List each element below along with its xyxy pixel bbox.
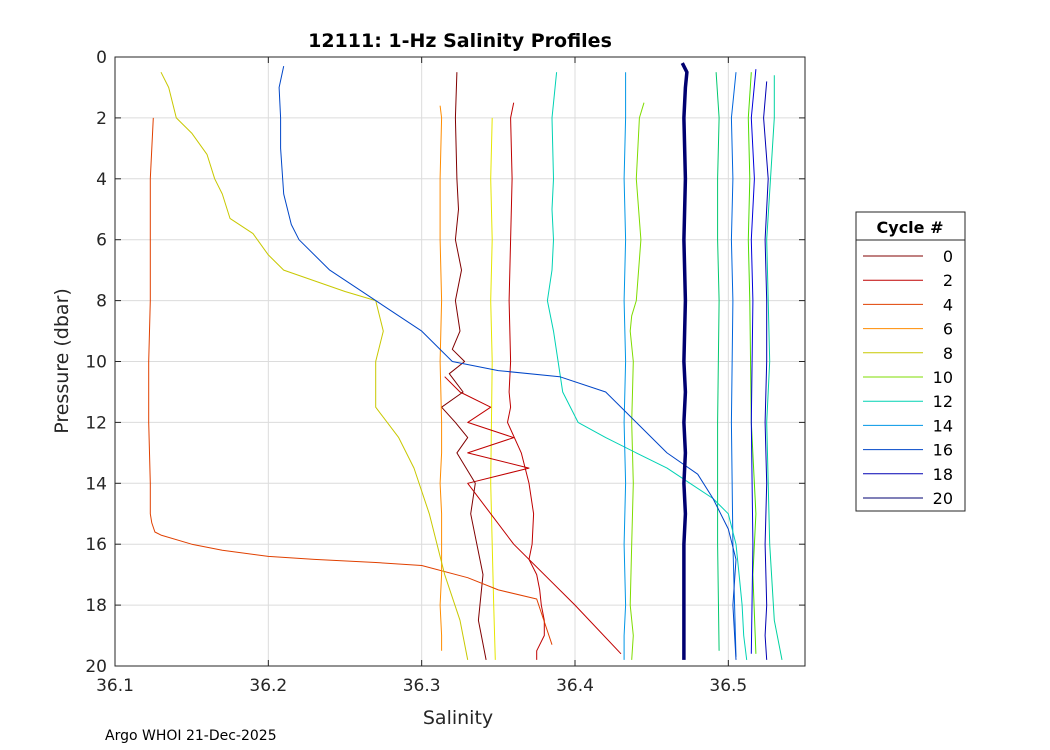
x-tick-label: 36.5 <box>709 676 747 696</box>
ticks: 36.1 36.2 36.3 36.4 36.5 0 2 4 6 8 10 12 14 16 18 20 <box>85 48 805 696</box>
series-line-cycle-8 <box>160 71 469 660</box>
series-line-cycle-10 <box>629 102 645 660</box>
footer-text: Argo WHOI 21-Dec-2025 <box>105 728 277 744</box>
series-line-cycle-20 <box>680 62 689 660</box>
legend-label-cycle-2: 2 <box>943 271 953 290</box>
legend-box <box>855 211 966 512</box>
y-tick-label: 4 <box>96 170 107 190</box>
y-tick-label: 0 <box>96 48 107 68</box>
series-line-cycle-12 <box>546 72 748 660</box>
profile-trace <box>750 69 757 654</box>
legend-label-cycle-18: 18 <box>933 465 953 484</box>
x-tick-label: 36.2 <box>249 676 287 696</box>
series-line-cycle-2 <box>507 102 545 660</box>
y-tick-label: 10 <box>85 353 107 373</box>
legend-label-cycle-0: 0 <box>943 247 953 266</box>
y-tick-label: 18 <box>85 596 107 616</box>
y-tick-label: 14 <box>85 474 107 494</box>
y-tick-label: 2 <box>96 109 107 129</box>
legend-label-cycle-6: 6 <box>943 320 953 339</box>
legend-label-cycle-4: 4 <box>943 295 953 314</box>
series-line-cycle-14 <box>623 72 627 660</box>
series-line-cycle-16 <box>278 65 737 660</box>
profile-trace <box>444 376 622 655</box>
legend-items: 0 2 4 6 8 10 12 14 16 18 20 <box>863 247 953 508</box>
series-line-cycle-0 <box>441 72 487 660</box>
legend-title: Cycle # <box>877 218 944 237</box>
y-tick-label: 8 <box>96 292 107 312</box>
legend-label-cycle-12: 12 <box>933 392 953 411</box>
y-tick-label: 16 <box>85 535 107 555</box>
series-line-cycle-6 <box>439 105 443 651</box>
profile-trace <box>490 117 496 660</box>
series-line-cycle-4 <box>148 117 553 645</box>
profile-trace <box>747 72 757 654</box>
profile-trace <box>715 72 720 651</box>
y-tick-label: 12 <box>85 413 107 433</box>
legend-label-cycle-16: 16 <box>933 441 953 460</box>
profile-trace <box>730 72 737 657</box>
x-tick-label: 36.3 <box>403 676 441 696</box>
x-tick-label: 36.4 <box>556 676 594 696</box>
x-axis-label: Salinity <box>423 707 493 729</box>
legend-label-cycle-8: 8 <box>943 344 953 363</box>
y-axis-label: Pressure (dbar) <box>51 288 73 434</box>
x-tick-label: 36.1 <box>96 676 134 696</box>
y-tick-label: 20 <box>85 657 107 677</box>
chart-title: 12111: 1-Hz Salinity Profiles <box>308 30 612 52</box>
legend: Cycle # 0 2 4 6 8 10 12 14 16 18 20 <box>855 211 966 512</box>
grid <box>114 56 805 667</box>
profile-trace <box>766 75 783 660</box>
legend-label-cycle-10: 10 <box>933 368 953 387</box>
series-group <box>148 62 783 660</box>
legend-label-cycle-20: 20 <box>933 489 953 508</box>
y-tick-label: 6 <box>96 231 107 251</box>
legend-label-cycle-14: 14 <box>933 416 953 435</box>
series-line-cycle-18 <box>763 81 769 660</box>
